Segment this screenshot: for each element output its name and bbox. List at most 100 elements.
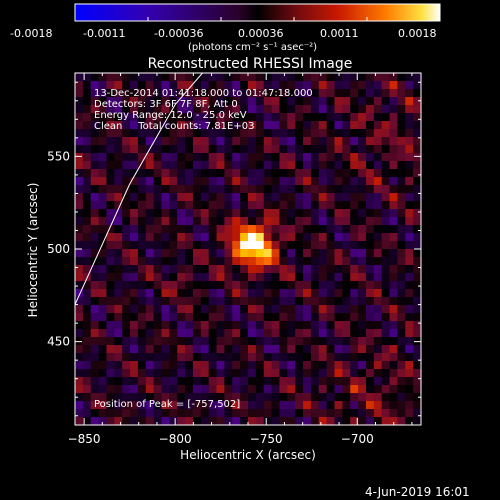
- y-tick-label: 450: [47, 335, 70, 349]
- heatmap-cell: [303, 177, 312, 186]
- heatmap-cell: [90, 121, 99, 130]
- heatmap-cell: [318, 393, 328, 402]
- heatmap-cell: [169, 81, 178, 90]
- heatmap-cell: [169, 401, 178, 410]
- heatmap-cell: [295, 217, 304, 226]
- heatmap-cell: [279, 177, 288, 186]
- heatmap-cell: [75, 385, 84, 394]
- heatmap-cell: [98, 233, 107, 242]
- heatmap-cell: [137, 313, 147, 322]
- heatmap-cell: [208, 377, 217, 386]
- heatmap-cell: [145, 121, 155, 130]
- heatmap-cell: [255, 73, 265, 82]
- heatmap-cell: [248, 201, 257, 210]
- heatmap-cell: [130, 385, 139, 394]
- heatmap-cell: [326, 233, 335, 242]
- heatmap-cell: [405, 385, 414, 394]
- heatmap-cell: [137, 369, 147, 378]
- heatmap-cell: [413, 289, 422, 298]
- heatmap-cell: [75, 249, 84, 258]
- heatmap-cell: [279, 113, 288, 122]
- heatmap-cell: [310, 377, 320, 386]
- heatmap-cell: [98, 273, 107, 282]
- heatmap-cell: [185, 113, 194, 122]
- heatmap-cell: [90, 329, 99, 338]
- heatmap-cell: [303, 89, 312, 98]
- heatmap-cell: [397, 409, 406, 418]
- heatmap-cell: [405, 337, 414, 346]
- heatmap-cell: [303, 145, 312, 154]
- heatmap-cell: [208, 201, 217, 210]
- heatmap-cell: [200, 345, 210, 354]
- heatmap-cell: [389, 345, 398, 354]
- heatmap-cell: [145, 385, 155, 394]
- heatmap-cell: [200, 145, 210, 154]
- heatmap-cell: [365, 369, 375, 378]
- heatmap-cell: [232, 105, 241, 114]
- heatmap-cell: [263, 329, 272, 338]
- heatmap-cell: [161, 233, 170, 242]
- heatmap-cell: [405, 281, 414, 290]
- heatmap-cell: [279, 169, 288, 178]
- heatmap-cell: [200, 417, 210, 426]
- heatmap-cell: [130, 369, 139, 378]
- heatmap-cell: [137, 169, 147, 178]
- heatmap-cell: [185, 289, 194, 298]
- heatmap-cell: [413, 153, 422, 162]
- heatmap-cell: [248, 321, 257, 330]
- heatmap-cell: [303, 345, 312, 354]
- heatmap-cell: [310, 97, 320, 106]
- heatmap-cell: [358, 113, 367, 122]
- heatmap-cell: [342, 401, 351, 410]
- heatmap-cell: [232, 81, 241, 90]
- heatmap-cell: [153, 249, 162, 258]
- heatmap-cell: [263, 385, 272, 394]
- heatmap-cell: [82, 401, 92, 410]
- heatmap-cell: [169, 161, 178, 170]
- heatmap-cell: [114, 225, 123, 234]
- heatmap-cell: [200, 353, 210, 362]
- heatmap-cell: [318, 305, 328, 314]
- heatmap-cell: [373, 337, 383, 346]
- heatmap-cell: [161, 265, 170, 274]
- heatmap-cell: [161, 393, 170, 402]
- heatmap-cell: [318, 249, 328, 258]
- heatmap-cell: [255, 297, 265, 306]
- heatmap-cell: [161, 209, 170, 218]
- heatmap-cell: [342, 225, 351, 234]
- colorbar-tick-label: 0.0018: [398, 27, 437, 40]
- heatmap-cell: [161, 385, 170, 394]
- heatmap-cell: [365, 409, 375, 418]
- heatmap-cell: [263, 409, 272, 418]
- heatmap-cell: [137, 105, 147, 114]
- heatmap-cell: [271, 281, 280, 290]
- heatmap-cell: [75, 225, 84, 234]
- heatmap-cell: [350, 217, 359, 226]
- heatmap-cell: [413, 89, 422, 98]
- heatmap-cell: [98, 185, 107, 194]
- heatmap-cell: [90, 417, 99, 426]
- heatmap-cell: [106, 385, 115, 394]
- heatmap-cell: [365, 137, 375, 146]
- heatmap-cell: [287, 145, 296, 154]
- heatmap-cell: [208, 353, 217, 362]
- heatmap-cell: [255, 369, 265, 378]
- heatmap-cell: [232, 201, 241, 210]
- heatmap-cell: [114, 73, 123, 82]
- heatmap-cell: [145, 89, 155, 98]
- heatmap-cell: [326, 257, 335, 266]
- heatmap-cell: [310, 209, 320, 218]
- heatmap-cell: [114, 385, 123, 394]
- heatmap-cell: [137, 305, 147, 314]
- heatmap-cell: [169, 177, 178, 186]
- heatmap-cell: [342, 113, 351, 122]
- heatmap-cell: [224, 137, 233, 146]
- heatmap-cell: [224, 161, 233, 170]
- heatmap-cell: [263, 145, 272, 154]
- heatmap-cell: [169, 185, 178, 194]
- heatmap-cell: [224, 233, 233, 242]
- heatmap-cell: [287, 153, 296, 162]
- heatmap-cell: [114, 193, 123, 202]
- heatmap-cell: [365, 81, 375, 90]
- heatmap-cell: [318, 169, 328, 178]
